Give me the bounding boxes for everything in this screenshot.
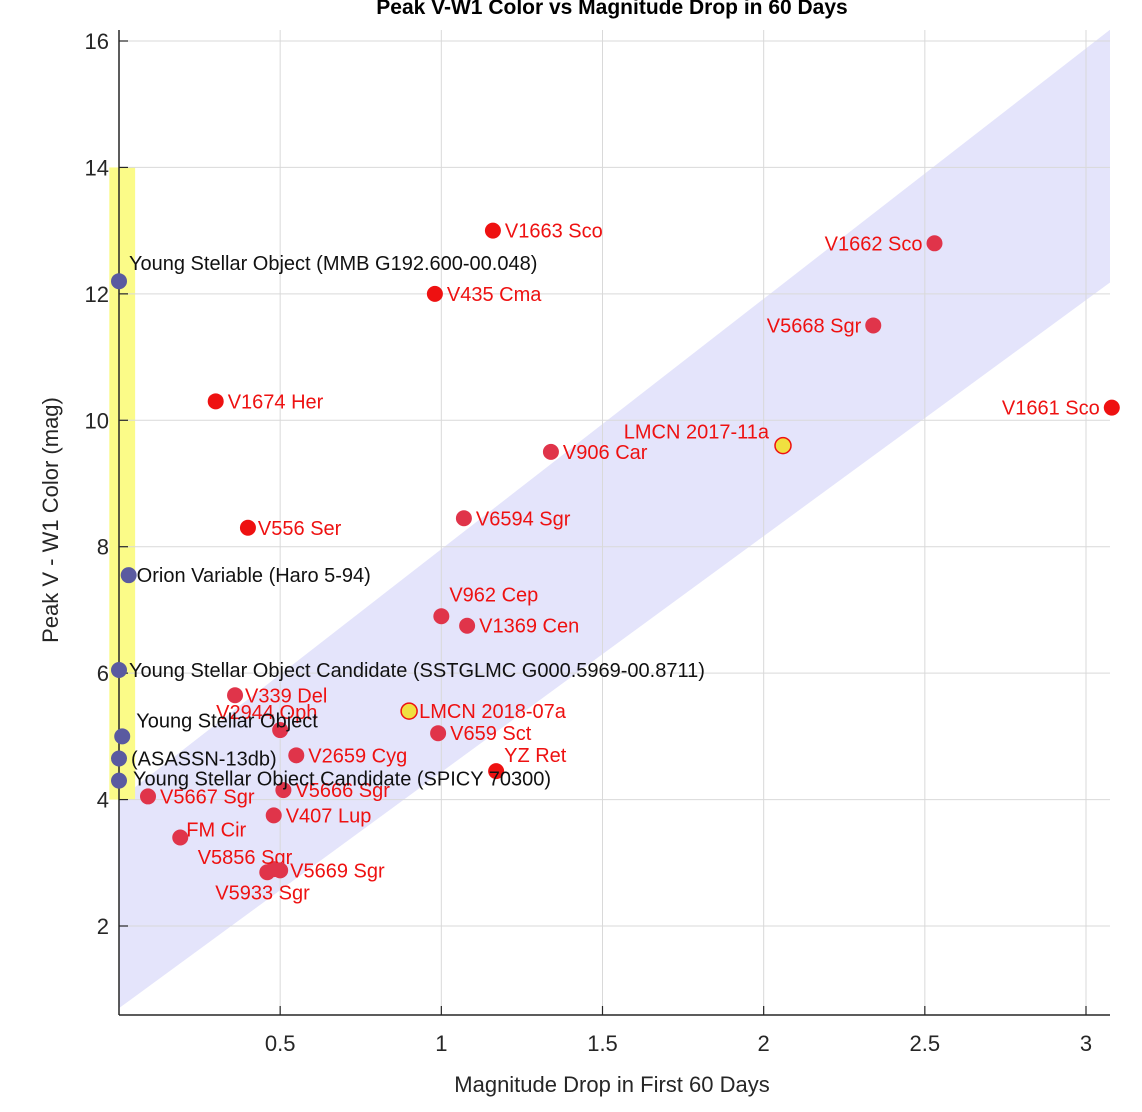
y-tick-label: 8 xyxy=(97,535,109,560)
x-tick-label: 2 xyxy=(758,1031,770,1056)
data-point xyxy=(1103,399,1120,416)
series-novae: V1663 Sco V1662 Sco V435 Cma V5668 Sgr V1674… xyxy=(140,221,1120,904)
data-point xyxy=(272,722,289,739)
y-tick-label: 6 xyxy=(97,661,109,686)
data-label: V5668 Sgr xyxy=(767,315,862,337)
series-young-stellar-objects: Young Stellar Object (MMB G192.600-00.04… xyxy=(111,253,705,791)
data-point xyxy=(140,788,157,805)
data-point xyxy=(774,436,792,455)
data-point xyxy=(172,829,189,846)
y-tick-label: 4 xyxy=(97,788,109,813)
data-point xyxy=(207,393,224,410)
series-lmc-novae: LMCN 2017-11a LMCN 2018-07a xyxy=(400,422,792,723)
data-point xyxy=(400,702,418,720)
data-label: (ASASSN-13db) xyxy=(131,748,277,770)
data-point xyxy=(111,750,127,767)
data-label: V906 Car xyxy=(563,442,648,464)
data-label: V5933 Sgr xyxy=(215,882,310,904)
data-label: V556 Ser xyxy=(258,518,342,540)
y-tick-label: 16 xyxy=(85,29,109,54)
data-label: Orion Variable (Haro 5-94) xyxy=(137,565,371,587)
data-label: V962 Cep xyxy=(449,584,538,606)
data-label: Young Stellar Object Candidate (SSTGLMC … xyxy=(129,660,705,682)
x-axis-label: Magnitude Drop in First 60 Days xyxy=(454,1072,769,1097)
data-label: V1662 Sco xyxy=(825,233,923,255)
data-label: V1674 Her xyxy=(228,391,324,413)
data-point xyxy=(275,782,292,799)
data-point xyxy=(239,519,256,536)
data-label: V5669 Sgr xyxy=(290,860,385,882)
data-label: Young Stellar Object xyxy=(136,710,318,732)
data-label: FM Cir xyxy=(186,820,246,842)
data-point xyxy=(265,807,282,824)
data-point xyxy=(484,222,501,239)
trend-band xyxy=(119,30,1110,1009)
y-tick-label: 2 xyxy=(97,914,109,939)
y-tick-label: 10 xyxy=(85,408,109,433)
data-point xyxy=(430,725,447,742)
data-label: V407 Lup xyxy=(286,805,372,827)
data-label: LMCN 2018-07a xyxy=(419,701,567,723)
data-label: V5667 Sgr xyxy=(160,786,255,808)
x-tick-label: 3 xyxy=(1080,1031,1092,1056)
data-point xyxy=(488,763,505,780)
data-point xyxy=(288,747,305,764)
data-label: V1661 Sco xyxy=(1002,398,1100,420)
data-label: V6594 Sgr xyxy=(476,508,571,530)
chart-title: Peak V-W1 Color vs Magnitude Drop in 60 … xyxy=(376,0,847,19)
data-label: V2944 Oph xyxy=(216,702,317,724)
data-label: Young Stellar Object (MMB G192.600-00.04… xyxy=(129,253,537,275)
data-point xyxy=(111,772,127,789)
data-point xyxy=(926,235,943,252)
x-tick-label: 1.5 xyxy=(587,1031,618,1056)
data-label: V1663 Sco xyxy=(505,221,603,243)
yso-region xyxy=(109,167,136,800)
data-point xyxy=(542,443,559,460)
data-point xyxy=(433,608,450,625)
data-label: V659 Sct xyxy=(450,723,532,745)
data-point xyxy=(120,567,137,584)
data-point xyxy=(272,862,289,879)
x-tick-label: 0.5 xyxy=(265,1031,296,1056)
plot-area: 0.5 1 1.5 2 2.5 3 2 4 6 8 10 12 14 16 V1663 Sco V1662 S… xyxy=(85,29,1120,1056)
data-point xyxy=(259,864,276,881)
x-tick-label: 2.5 xyxy=(910,1031,941,1056)
data-point xyxy=(111,661,127,678)
y-tick-label: 14 xyxy=(85,155,109,180)
data-point xyxy=(111,273,127,290)
x-tick-label: 1 xyxy=(435,1031,447,1056)
data-point xyxy=(426,285,443,302)
data-label: V435 Cma xyxy=(447,284,542,306)
data-label: V5666 Sgr xyxy=(295,780,390,802)
data-point xyxy=(459,617,476,634)
y-axis-label: Peak V - W1 Color (mag) xyxy=(38,397,63,643)
data-point xyxy=(227,687,244,704)
data-point xyxy=(114,728,131,745)
data-point xyxy=(865,317,882,334)
data-label: YZ Ret xyxy=(504,745,567,767)
data-label: LMCN 2017-11a xyxy=(624,422,770,444)
data-point xyxy=(455,510,472,527)
data-label: V1369 Cen xyxy=(479,616,579,638)
y-tick-label: 12 xyxy=(85,282,109,307)
data-label: V339 Del xyxy=(245,685,327,707)
data-label: Young Stellar Object Candidate (SPICY 70… xyxy=(133,769,551,791)
data-label: V2659 Cyg xyxy=(308,745,407,767)
data-label: V5856 Sgr xyxy=(198,847,293,869)
